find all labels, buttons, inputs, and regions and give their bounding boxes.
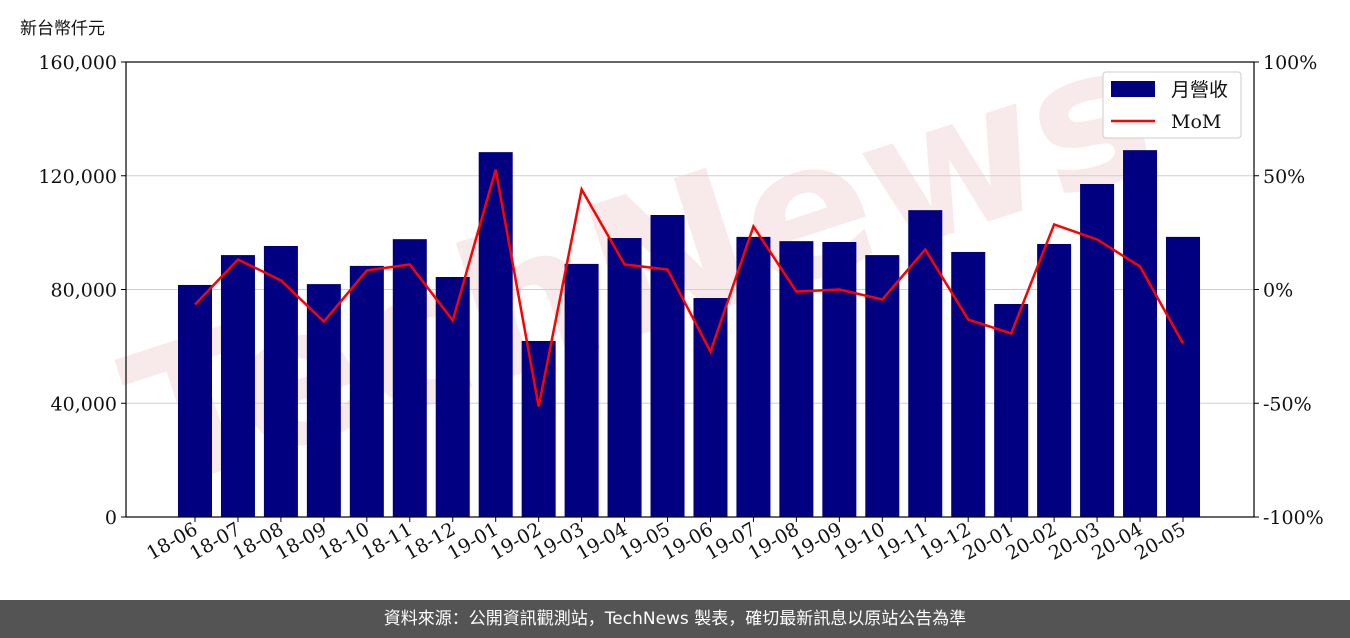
bar-19-06: [693, 298, 728, 517]
y-right-tick-label: 50%: [1263, 166, 1305, 188]
bar-19-10: [865, 255, 900, 517]
y-right-tick-label: 0%: [1263, 280, 1293, 302]
y-left-tick-label: 160,000: [38, 52, 117, 74]
bar-18-08: [263, 245, 298, 517]
y-left-tick-label: 80,000: [51, 280, 117, 302]
legend-bar-swatch: [1111, 81, 1155, 97]
y-left-tick-label: 0: [105, 507, 117, 529]
y-right-tick-label: 100%: [1263, 52, 1317, 74]
bar-19-05: [650, 214, 685, 517]
bar-19-11: [908, 210, 943, 518]
bar-18-12: [435, 276, 470, 517]
legend-label-revenue: 月營收: [1171, 79, 1228, 101]
y-left-tick-label: 120,000: [38, 166, 117, 188]
bar-19-09: [822, 242, 857, 517]
bar-20-04: [1123, 150, 1158, 517]
bar-19-08: [779, 241, 814, 517]
bar-18-10: [349, 265, 384, 517]
y-left-tick-label: 40,000: [51, 393, 117, 415]
revenue-chart: TechNews040,00080,000120,000160,000-100%…: [38, 0, 1324, 565]
x-tick-label: 20-05: [1131, 518, 1189, 564]
mom-line: [194, 169, 1185, 407]
y-axis-unit-label: 新台幣仟元: [20, 19, 105, 39]
source-footer: 資料來源：公開資訊觀測站，TechNews 製表，確切最新訊息以原站公告為準: [0, 600, 1350, 638]
bar-20-05: [1166, 236, 1200, 517]
bar-19-07: [736, 236, 771, 517]
y-right-tick-label: -100%: [1263, 507, 1324, 529]
bar-19-02: [521, 340, 556, 517]
bar-19-04: [607, 238, 642, 517]
bar-18-06: [178, 284, 212, 517]
y-right-tick-label: -50%: [1263, 393, 1312, 415]
bar-18-11: [392, 239, 427, 517]
bar-18-07: [220, 255, 255, 517]
legend-label-mom: MoM: [1171, 111, 1221, 133]
bar-18-09: [306, 284, 341, 517]
bar-19-03: [564, 263, 599, 517]
bar-19-12: [951, 251, 986, 517]
bar-20-01: [994, 304, 1029, 517]
bar-20-02: [1037, 244, 1072, 517]
bar-20-03: [1080, 183, 1115, 517]
